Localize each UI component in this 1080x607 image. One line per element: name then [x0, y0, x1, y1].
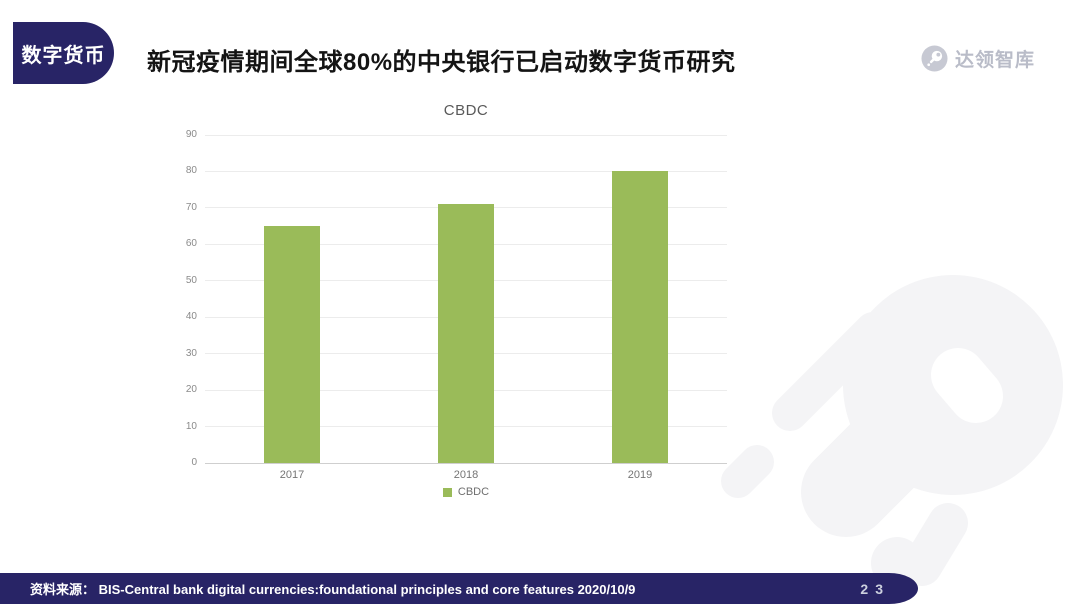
gridline-0 [205, 462, 727, 464]
chart-title: CBDC [443, 102, 489, 119]
bar-2018 [438, 204, 494, 463]
y-tick-label: 50 [185, 274, 197, 286]
source-label: 资料来源： [30, 582, 96, 597]
x-tick-label-2019: 2019 [627, 469, 653, 481]
y-tick-label: 0 [191, 457, 197, 468]
x-tick-label-2017: 2017 [279, 469, 305, 481]
y-tick-label: 80 [185, 165, 197, 177]
page-title: 新冠疫情期间全球80%的中央银行已启动数字货币研究 [147, 49, 736, 76]
bar-2017 [264, 226, 320, 463]
brand-logo-text: 达领智库 [955, 50, 1036, 71]
topic-badge: 数字货币 [13, 22, 114, 84]
legend-label: CBDC [457, 486, 490, 498]
legend-swatch [442, 487, 452, 497]
x-tick-label-2018: 2018 [453, 469, 479, 481]
y-tick-label: 90 [185, 129, 197, 140]
bar-2019 [612, 171, 668, 463]
meteor-icon [921, 45, 948, 72]
y-tick-label: 60 [185, 238, 197, 250]
chart-legend: CBDC [205, 486, 727, 498]
y-tick-label: 70 [185, 201, 197, 213]
y-tick-label: 30 [185, 347, 197, 359]
page-number: 23 [860, 580, 890, 597]
gridline-90 [205, 134, 727, 136]
source-text: BIS-Central bank digital currencies:foun… [98, 582, 636, 597]
y-tick-label: 10 [185, 420, 197, 432]
chart-plot-area: 90 80 70 60 50 40 30 20 10 0 2017 2018 2019 [186, 129, 727, 481]
gridline-80 [205, 170, 727, 172]
footer-bar: 资料来源： BIS-Central bank digital currencie… [0, 573, 918, 604]
topic-badge-label: 数字货币 [21, 44, 106, 67]
y-tick-label: 40 [185, 311, 197, 323]
brand-logo: 达领智库 [921, 45, 1035, 72]
source-note: 资料来源： BIS-Central bank digital currencie… [0, 579, 635, 598]
y-tick-label: 20 [185, 384, 197, 396]
